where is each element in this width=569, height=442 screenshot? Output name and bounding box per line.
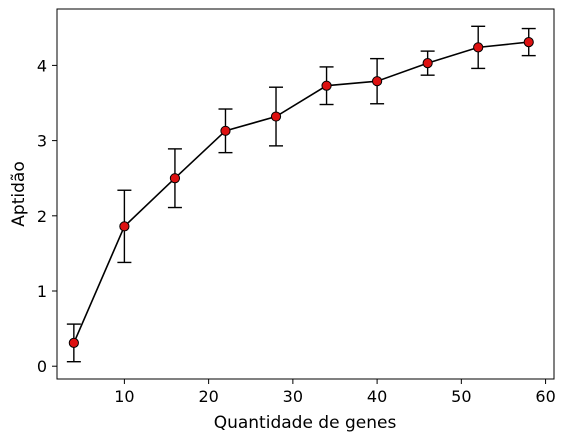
plot-frame (56, 8, 555, 380)
y-tick-label: 1 (37, 282, 47, 301)
x-tick-label: 10 (114, 387, 134, 406)
data-point (473, 42, 484, 53)
x-tick-label: 20 (198, 387, 218, 406)
series-line (73, 41, 529, 344)
y-tick-label: 4 (37, 56, 47, 75)
data-point (270, 111, 282, 122)
data-point (220, 125, 231, 136)
data-point (422, 58, 433, 69)
y-tick-label: 3 (37, 132, 47, 151)
data-point (523, 36, 534, 48)
y-tick-label: 0 (37, 357, 47, 376)
y-axis-label: Aptidão (9, 161, 29, 226)
data-point (169, 173, 181, 184)
x-tick-label: 30 (283, 387, 303, 406)
x-axis-ticks: 10 20 30 40 50 60 (114, 379, 556, 406)
data-point (119, 221, 130, 232)
x-tick-label: 50 (451, 387, 471, 406)
y-tick-label: 2 (37, 207, 47, 226)
x-tick-label: 60 (535, 387, 555, 406)
data-point (321, 80, 332, 91)
y-axis-ticks: 0 1 2 3 4 (37, 56, 57, 376)
x-axis-label: Quantidade de genes (214, 413, 397, 433)
x-tick-label: 40 (367, 387, 387, 406)
data-points (68, 36, 534, 349)
error-bars (66, 25, 536, 363)
data-point (68, 337, 79, 349)
data-point (372, 76, 383, 87)
